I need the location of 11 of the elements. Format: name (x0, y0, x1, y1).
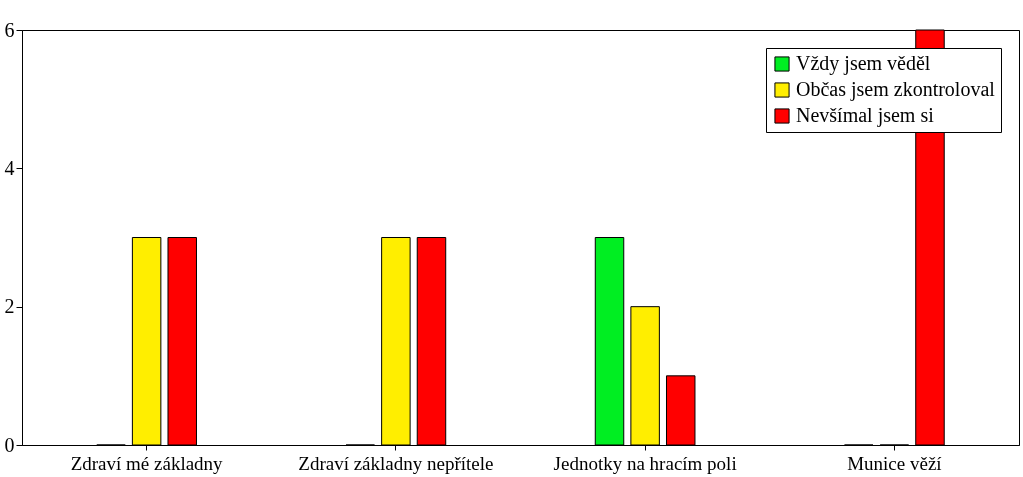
x-tick-label: Jednotky na hracím poli (553, 452, 737, 474)
legend-label: Občas jsem zkontroloval (796, 78, 996, 101)
y-tick-label: 2 (4, 295, 15, 318)
y-tick-label: 4 (4, 156, 15, 179)
x-tick-label: Munice věží (847, 452, 943, 474)
x-tick-label: Zdraví základny nepřítele (298, 452, 494, 474)
legend-label: Vždy jsem věděl (796, 52, 931, 75)
y-tick-label: 0 (4, 433, 15, 456)
y-tick-label: 6 (4, 18, 15, 41)
legend-label: Nevšímal jsem si (796, 104, 935, 127)
x-tick-label: Zdraví mé základny (70, 452, 224, 474)
